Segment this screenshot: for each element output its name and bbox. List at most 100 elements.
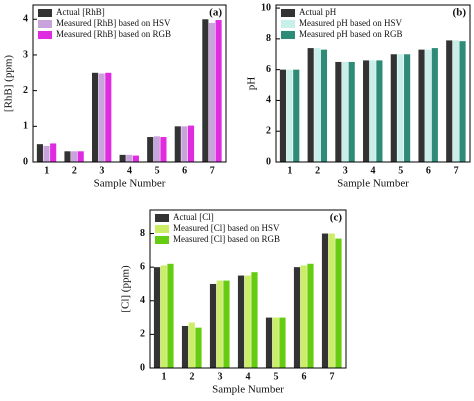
- legend-swatch: [281, 9, 295, 17]
- x-tick-label: 5: [398, 165, 403, 176]
- bar: [167, 263, 174, 368]
- bar: [105, 72, 112, 162]
- x-tick-label: 4: [371, 165, 376, 176]
- bar: [300, 265, 307, 368]
- bar: [223, 280, 230, 368]
- x-axis-label: Sample Number: [94, 178, 166, 190]
- bar: [160, 137, 167, 162]
- bar: [77, 151, 84, 162]
- plot-frame: [32, 4, 227, 163]
- x-tick-label: 2: [72, 165, 77, 176]
- bar: [215, 19, 222, 163]
- bar: [265, 317, 273, 368]
- y-tick-label: 8: [266, 33, 271, 44]
- x-tick-label: 1: [162, 371, 167, 382]
- bar: [36, 144, 43, 162]
- bar: [132, 155, 139, 162]
- x-axis-label: Sample Number: [337, 178, 409, 190]
- x-tick-label: 7: [454, 165, 459, 176]
- y-tick-label: 0: [140, 362, 145, 373]
- bar: [174, 126, 181, 162]
- bar: [459, 41, 466, 162]
- bar: [195, 327, 202, 368]
- bar: [404, 54, 411, 163]
- y-tick-label: 4: [266, 95, 271, 106]
- y-tick-label: 0: [266, 156, 271, 167]
- y-tick-label: 10: [261, 2, 271, 13]
- bar: [147, 137, 154, 162]
- bar: [216, 280, 223, 368]
- y-tick-label: 2: [266, 126, 271, 137]
- bar: [187, 125, 195, 162]
- bar: [376, 60, 383, 162]
- bar: [98, 73, 105, 162]
- bar: [431, 48, 438, 162]
- legend-label: Actual pH: [299, 7, 337, 17]
- bar: [64, 151, 71, 162]
- bar: [279, 69, 287, 162]
- bar: [92, 72, 99, 162]
- x-tick-label: 4: [246, 371, 251, 382]
- x-tick-label: 3: [218, 371, 223, 382]
- panel-label: (a): [209, 7, 222, 19]
- legend-swatch: [155, 214, 169, 222]
- panel-label: (c): [330, 212, 343, 224]
- bar: [307, 263, 314, 368]
- bar: [209, 283, 217, 368]
- legend-label: Measured pH based on HSV: [299, 18, 402, 28]
- bar: [50, 143, 57, 162]
- bar: [181, 325, 189, 368]
- bar: [272, 317, 279, 368]
- x-tick-label: 3: [343, 165, 348, 176]
- y-axis-label: pH: [246, 77, 258, 91]
- y-tick-label: 1: [23, 121, 28, 132]
- y-tick-label: 4: [140, 295, 145, 306]
- bar: [202, 19, 209, 162]
- x-tick-label: 5: [155, 165, 160, 176]
- bar: [43, 145, 50, 162]
- legend-label: Actual [Cl]: [173, 212, 214, 222]
- y-tick-label: 6: [140, 261, 145, 272]
- bar: [237, 275, 245, 368]
- bar: [286, 69, 293, 162]
- bar: [188, 322, 195, 368]
- bar: [119, 154, 126, 162]
- x-tick-label: 7: [330, 371, 335, 382]
- bar: [425, 49, 432, 163]
- y-tick-label: 0: [23, 156, 28, 167]
- y-tick-label: 2: [23, 85, 28, 96]
- bar: [126, 154, 133, 162]
- x-tick-label: 1: [44, 165, 49, 176]
- legend-label: Measured [RhB] based on HSV: [56, 18, 171, 28]
- bar: [153, 136, 160, 162]
- bar: [348, 61, 355, 162]
- bar: [328, 233, 335, 368]
- x-tick-label: 6: [426, 165, 431, 176]
- bar: [307, 48, 314, 162]
- x-tick-label: 6: [302, 371, 307, 382]
- x-tick-label: 5: [274, 371, 279, 382]
- legend-swatch: [38, 31, 52, 39]
- x-tick-label: 4: [127, 165, 132, 176]
- bar: [244, 275, 251, 368]
- bar: [320, 49, 328, 163]
- bar: [181, 126, 188, 162]
- x-tick-label: 6: [182, 165, 187, 176]
- bar: [293, 69, 300, 162]
- legend-swatch: [281, 20, 295, 28]
- bar: [335, 61, 342, 162]
- bar: [279, 317, 286, 368]
- legend-swatch: [38, 9, 52, 17]
- legend-label: Measured [RhB] based on RGB: [56, 29, 171, 39]
- x-tick-label: 7: [210, 165, 215, 176]
- legend-label: Measured [Cl] based on RGB: [173, 234, 280, 244]
- bar: [418, 49, 425, 163]
- y-tick-label: 3: [23, 49, 28, 60]
- plot-frame: [149, 209, 347, 369]
- bar: [321, 233, 329, 368]
- bar: [160, 265, 167, 368]
- legend-label: Measured pH based on RGB: [299, 29, 402, 39]
- y-axis-label: [Cl] (ppm): [120, 265, 132, 313]
- x-tick-label: 2: [190, 371, 195, 382]
